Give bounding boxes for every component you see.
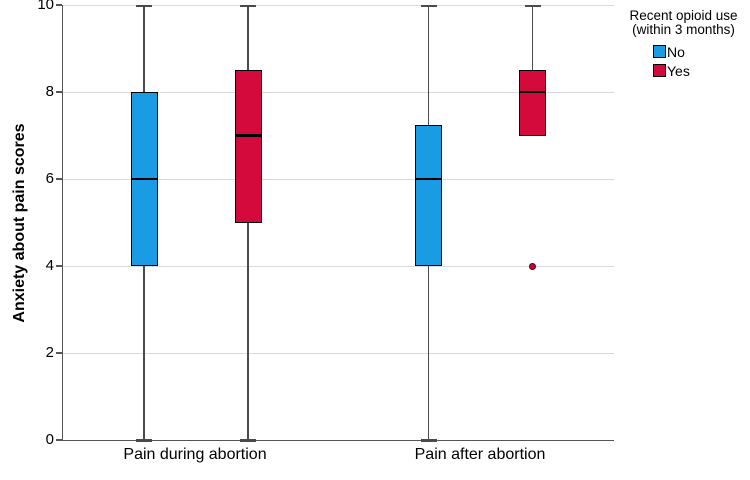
whisker-cap-bottom-no-during [136, 438, 152, 442]
y-tick-label-10: 10 [37, 0, 54, 13]
y-tick-label-4: 4 [45, 257, 54, 274]
plot-area [62, 4, 614, 442]
whisker-cap-top-no-during [136, 4, 152, 7]
box-yes-after [519, 70, 546, 136]
legend-swatch-yes-icon [653, 64, 666, 77]
whisker-cap-bottom-no-after [420, 438, 437, 442]
gridline-y-8 [63, 91, 614, 93]
y-axis-title: Anxiety about pain scores [11, 123, 28, 323]
whisker-cap-top-yes-after [524, 4, 541, 7]
outlier-yes-after-4 [529, 262, 536, 270]
y-tick-label-6: 6 [45, 170, 54, 187]
y-tick-2 [56, 352, 62, 354]
gridline-y-2 [63, 352, 614, 354]
gridline-y-6 [63, 178, 614, 180]
legend-swatch-no-icon [653, 45, 666, 58]
legend-label-yes: Yes [667, 62, 690, 79]
legend-title-line1: Recent opioid use [629, 8, 738, 23]
legend-items: No Yes [653, 42, 750, 80]
whisker-cap-bottom-yes-during [240, 438, 256, 442]
median-yes-during [234, 134, 262, 137]
whisker-upper-yes-during [247, 5, 249, 71]
legend: Recent opioid use (within 3 months) No Y… [617, 9, 750, 80]
legend-item-yes: Yes [653, 61, 750, 80]
gridline-y-10 [63, 4, 614, 6]
legend-title-line2: (within 3 months) [632, 22, 735, 37]
box-yes-during [234, 70, 262, 223]
median-no-after [415, 177, 442, 181]
y-tick-label-8: 8 [45, 83, 54, 100]
median-yes-after [519, 90, 546, 94]
whisker-lower-no-during [143, 266, 145, 440]
legend-label-no: No [667, 43, 685, 60]
y-tick-4 [56, 265, 62, 267]
y-tick-10 [56, 4, 62, 6]
legend-item-no: No [653, 42, 750, 61]
whisker-upper-no-after [427, 5, 430, 125]
whisker-upper-no-during [143, 5, 145, 92]
y-tick-label-0: 0 [45, 431, 54, 448]
y-tick-6 [56, 178, 62, 180]
whisker-lower-yes-during [247, 222, 249, 440]
gridline-y-4 [63, 265, 614, 267]
y-tick-8 [56, 91, 62, 93]
x-category-label-pain-after-abortion: Pain after abortion [414, 446, 546, 463]
median-no-during [130, 177, 158, 181]
whisker-cap-top-no-after [420, 4, 437, 7]
x-category-label-pain-during-abortion: Pain during abortion [123, 446, 267, 463]
whisker-cap-top-yes-during [240, 4, 256, 7]
y-tick-0 [56, 439, 62, 441]
legend-title: Recent opioid use (within 3 months) [617, 9, 750, 37]
whisker-upper-yes-after [531, 5, 534, 71]
y-tick-label-2: 2 [45, 344, 54, 361]
box-no-after [415, 124, 442, 266]
whisker-lower-no-after [427, 266, 430, 440]
